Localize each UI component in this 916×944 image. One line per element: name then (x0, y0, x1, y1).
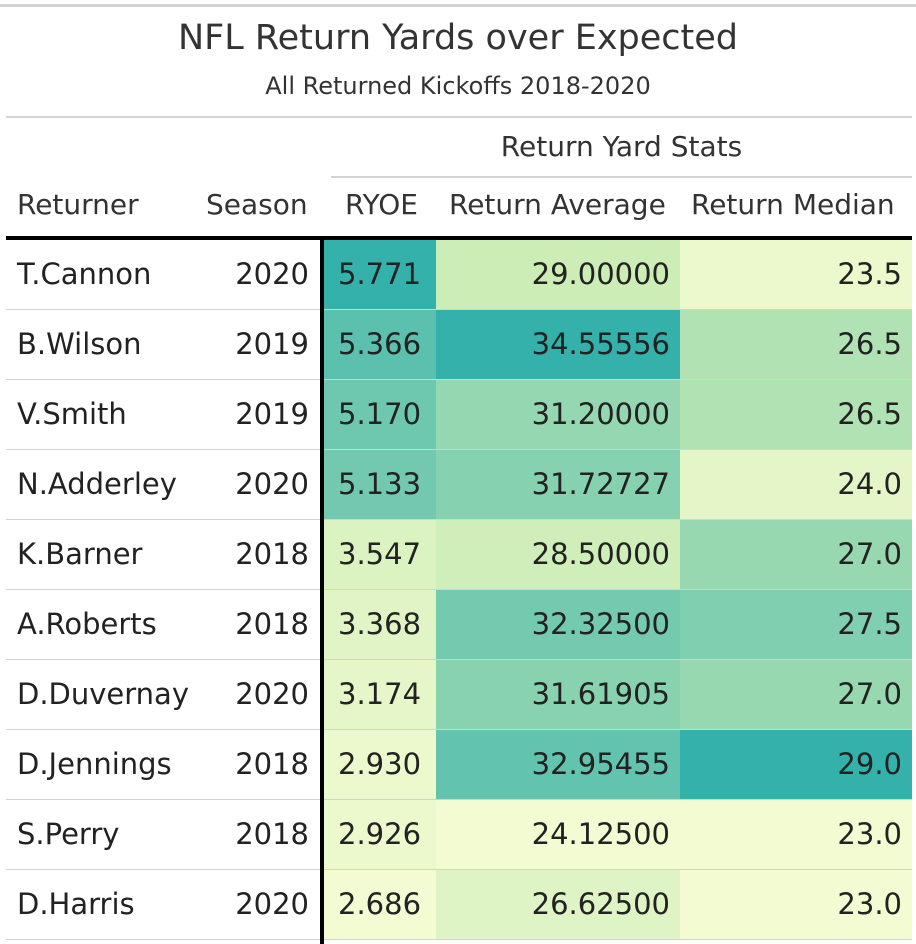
cell-return-average: 31.20000 (436, 380, 680, 449)
cell-season: 2019 (235, 327, 309, 361)
cell-returner: T.Cannon (17, 257, 152, 291)
cell-ryoe: 2.686 (324, 870, 436, 939)
title-divider (6, 116, 912, 118)
spanner-return-yard-stats: Return Yard Stats (500, 130, 743, 163)
table-row: N.Adderley 2020 5.133 31.72727 24.0 (6, 450, 912, 520)
cell-ryoe: 3.368 (324, 590, 436, 659)
cell-season: 2018 (235, 537, 309, 571)
cell-return-average: 31.72727 (436, 450, 680, 519)
table-row: D.Duvernay 2020 3.174 31.61905 27.0 (6, 660, 912, 730)
cell-return-median: 27.0 (680, 660, 912, 729)
cell-season: 2020 (235, 257, 309, 291)
cell-returner: N.Adderley (17, 467, 177, 501)
cell-ryoe: 5.133 (324, 450, 436, 519)
cell-season: 2018 (235, 747, 309, 781)
column-header-ryoe: RYOE (345, 188, 418, 221)
table-row: D.Jennings 2018 2.930 32.95455 29.0 (6, 730, 912, 800)
cell-season: 2020 (235, 887, 309, 921)
cell-ryoe: 3.174 (324, 660, 436, 729)
cell-season: 2020 (235, 677, 309, 711)
cell-season: 2018 (235, 817, 309, 851)
cell-return-median: 23.5 (680, 240, 912, 309)
cell-ryoe: 5.366 (324, 310, 436, 379)
column-divider (320, 240, 324, 944)
header-divider (6, 236, 912, 240)
table-row: K.Barner 2018 3.547 28.50000 27.0 (6, 520, 912, 590)
table-body: T.Cannon 2020 5.771 29.00000 23.5 B.Wilson 201… (6, 240, 912, 940)
cell-ryoe: 2.930 (324, 730, 436, 799)
table-row: D.Harris 2020 2.686 26.62500 23.0 (6, 870, 912, 940)
cell-ryoe: 3.547 (324, 520, 436, 589)
cell-returner: D.Harris (17, 887, 135, 921)
cell-return-median: 26.5 (680, 380, 912, 449)
table-row: S.Perry 2018 2.926 24.12500 23.0 (6, 800, 912, 870)
cell-ryoe: 5.170 (324, 380, 436, 449)
cell-return-average: 24.12500 (436, 800, 680, 869)
column-header-return-average: Return Average (449, 188, 666, 221)
cell-return-median: 24.0 (680, 450, 912, 519)
spanner-divider (331, 176, 912, 178)
table-row: B.Wilson 2019 5.366 34.55556 26.5 (6, 310, 912, 380)
cell-returner: S.Perry (17, 817, 120, 851)
cell-return-median: 23.0 (680, 800, 912, 869)
column-header-return-median: Return Median (691, 188, 895, 221)
column-header-returner: Returner (17, 188, 139, 221)
cell-return-average: 31.61905 (436, 660, 680, 729)
column-header-season: Season (206, 188, 308, 221)
cell-return-average: 34.55556 (436, 310, 680, 379)
cell-season: 2018 (235, 607, 309, 641)
cell-returner: A.Roberts (17, 607, 157, 641)
cell-return-average: 29.00000 (436, 240, 680, 309)
top-border (0, 4, 916, 7)
cell-return-average: 26.62500 (436, 870, 680, 939)
table-subtitle: All Returned Kickoffs 2018-2020 (265, 72, 651, 100)
table-title: NFL Return Yards over Expected (177, 18, 739, 58)
cell-returner: B.Wilson (17, 327, 142, 361)
table-row: A.Roberts 2018 3.368 32.32500 27.5 (6, 590, 912, 660)
cell-returner: K.Barner (17, 537, 143, 571)
cell-season: 2019 (235, 397, 309, 431)
cell-season: 2020 (235, 467, 309, 501)
cell-return-median: 29.0 (680, 730, 912, 799)
cell-returner: D.Jennings (17, 747, 172, 781)
cell-returner: V.Smith (17, 397, 127, 431)
table-row: V.Smith 2019 5.170 31.20000 26.5 (6, 380, 912, 450)
cell-return-median: 26.5 (680, 310, 912, 379)
cell-ryoe: 5.771 (324, 240, 436, 309)
cell-ryoe: 2.926 (324, 800, 436, 869)
cell-return-average: 28.50000 (436, 520, 680, 589)
cell-return-median: 27.5 (680, 590, 912, 659)
cell-return-average: 32.95455 (436, 730, 680, 799)
cell-return-median: 27.0 (680, 520, 912, 589)
cell-return-median: 23.0 (680, 870, 912, 939)
cell-returner: D.Duvernay (17, 677, 189, 711)
cell-return-average: 32.32500 (436, 590, 680, 659)
table-row: T.Cannon 2020 5.771 29.00000 23.5 (6, 240, 912, 310)
